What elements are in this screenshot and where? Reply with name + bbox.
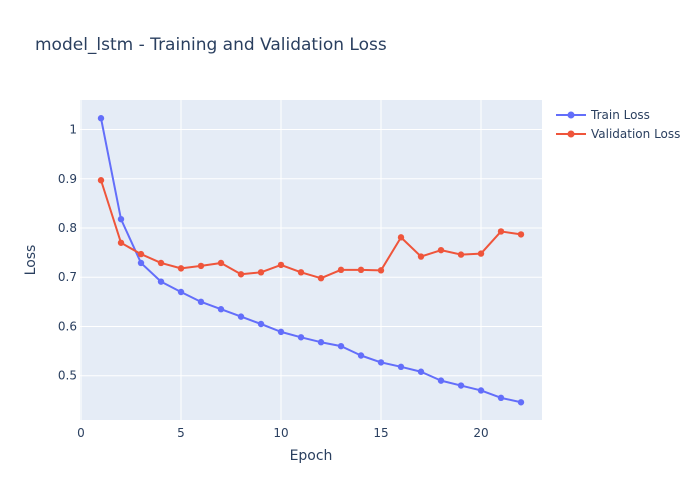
- data-point[interactable]: [177, 288, 185, 296]
- x-tick-label: 20: [473, 426, 488, 440]
- data-point[interactable]: [317, 339, 325, 346]
- data-point[interactable]: [297, 269, 305, 276]
- data-point[interactable]: [117, 215, 125, 223]
- legend[interactable]: Train Loss Validation Loss: [556, 108, 680, 141]
- legend-marker-train: [567, 111, 575, 119]
- x-tick-label: 15: [373, 426, 388, 440]
- grid-lines: [80, 100, 542, 420]
- legend-item-validation[interactable]: Validation Loss: [556, 127, 680, 141]
- data-point[interactable]: [497, 394, 505, 402]
- data-point[interactable]: [397, 234, 405, 241]
- plot-area: [80, 100, 542, 420]
- x-tick-label: 0: [77, 426, 85, 440]
- data-point[interactable]: [197, 298, 205, 306]
- data-point[interactable]: [217, 306, 225, 313]
- data-point[interactable]: [377, 359, 385, 366]
- data-point[interactable]: [397, 363, 405, 371]
- data-point[interactable]: [517, 231, 525, 238]
- data-point[interactable]: [137, 259, 145, 267]
- data-point[interactable]: [457, 382, 465, 389]
- data-point[interactable]: [417, 368, 425, 375]
- data-point[interactable]: [157, 259, 165, 267]
- series-line: [100, 179, 522, 280]
- y-tick-label: 0.9: [58, 172, 77, 186]
- data-point[interactable]: [177, 265, 185, 272]
- legend-item-train[interactable]: Train Loss: [556, 108, 650, 122]
- series-line: [100, 118, 522, 404]
- data-point[interactable]: [357, 352, 365, 359]
- y-axis-title: Loss: [23, 245, 39, 276]
- data-point[interactable]: [317, 275, 325, 282]
- data-point[interactable]: [97, 177, 105, 184]
- data-point[interactable]: [417, 253, 425, 260]
- tick-labels: 0 5 10 15 20 0.5 0.6 0.7 0.8 0.9 1: [58, 123, 489, 440]
- data-point[interactable]: [237, 313, 245, 320]
- data-point[interactable]: [497, 228, 505, 235]
- legend-label-train: Train Loss: [590, 108, 650, 122]
- x-tick-label: 5: [177, 426, 185, 440]
- data-point[interactable]: [117, 239, 125, 246]
- data-point[interactable]: [277, 261, 285, 269]
- x-axis-title: Epoch: [290, 448, 333, 464]
- legend-label-validation: Validation Loss: [591, 127, 680, 141]
- data-point[interactable]: [137, 250, 145, 258]
- data-point[interactable]: [517, 399, 525, 406]
- x-tick-label: 10: [273, 426, 288, 440]
- data-point[interactable]: [477, 387, 485, 394]
- data-point[interactable]: [257, 320, 265, 328]
- data-point[interactable]: [237, 271, 245, 278]
- series-train-loss: [97, 115, 525, 406]
- y-tick-label: 0.7: [58, 270, 77, 284]
- data-point[interactable]: [297, 334, 305, 341]
- legend-marker-validation: [567, 130, 575, 138]
- data-point[interactable]: [257, 269, 265, 276]
- data-point[interactable]: [277, 328, 285, 336]
- data-point[interactable]: [217, 259, 225, 267]
- data-point[interactable]: [437, 377, 445, 384]
- y-tick-label: 1: [69, 123, 77, 137]
- chart-title: model_lstm - Training and Validation Los…: [35, 35, 387, 55]
- data-point[interactable]: [377, 267, 385, 274]
- data-point[interactable]: [97, 115, 105, 122]
- y-tick-label: 0.5: [58, 369, 77, 383]
- data-point[interactable]: [457, 251, 465, 258]
- data-point[interactable]: [437, 246, 445, 254]
- data-point[interactable]: [337, 266, 345, 274]
- data-point[interactable]: [477, 250, 485, 257]
- y-tick-label: 0.6: [58, 319, 77, 333]
- y-tick-label: 0.8: [58, 221, 77, 235]
- data-point[interactable]: [157, 278, 165, 285]
- series-layer: [97, 115, 525, 406]
- series-validation-loss: [97, 177, 525, 282]
- data-point[interactable]: [337, 342, 345, 350]
- data-point[interactable]: [357, 266, 365, 274]
- data-point[interactable]: [197, 262, 205, 270]
